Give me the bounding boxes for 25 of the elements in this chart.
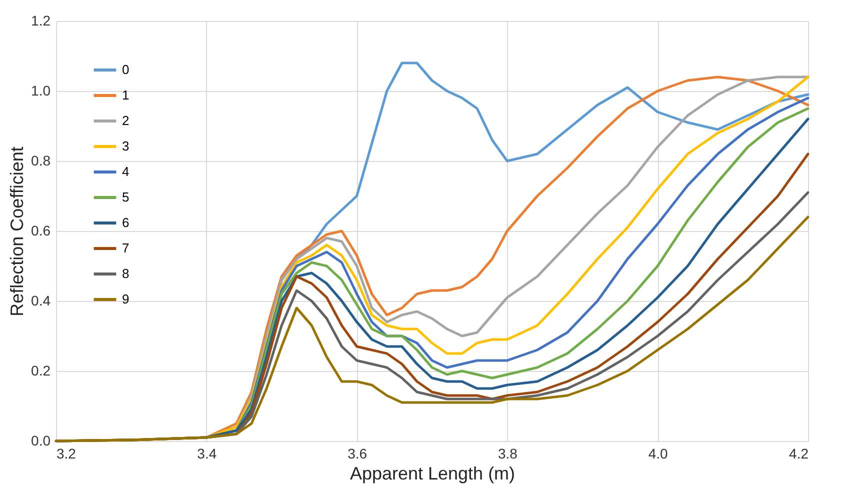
x-tick-label: 3.2 [56, 446, 76, 462]
legend-label: 3 [122, 138, 130, 154]
x-tick-label: 4.0 [648, 446, 668, 462]
x-tick-label: 4.2 [789, 446, 809, 462]
legend-label: 0 [122, 62, 130, 77]
legend-label: 6 [122, 215, 130, 230]
x-axis-title: Apparent Length (m) [350, 464, 516, 484]
y-tick-label: 0.8 [31, 152, 51, 168]
legend-label: 9 [122, 292, 130, 306]
legend-label: 8 [122, 266, 130, 281]
y-tick-label: 0.4 [31, 292, 51, 308]
y-tick-label: 0.6 [31, 222, 51, 238]
legend-label: 5 [122, 190, 130, 204]
legend-label: 1 [122, 88, 130, 102]
x-tick-label: 3.6 [348, 446, 368, 462]
legend-label: 4 [122, 164, 130, 179]
legend-label: 7 [122, 240, 130, 256]
y-tick-label: 1.2 [31, 12, 51, 28]
y-tick-label: 0.0 [31, 432, 51, 448]
x-tick-label: 3.8 [498, 446, 518, 462]
x-tick-label: 3.4 [197, 446, 217, 462]
y-tick-label: 0.2 [31, 362, 51, 378]
legend-label: 2 [122, 113, 130, 128]
y-axis-title: Reflection Coefficient [7, 146, 28, 316]
y-tick-label: 1.0 [31, 82, 51, 98]
